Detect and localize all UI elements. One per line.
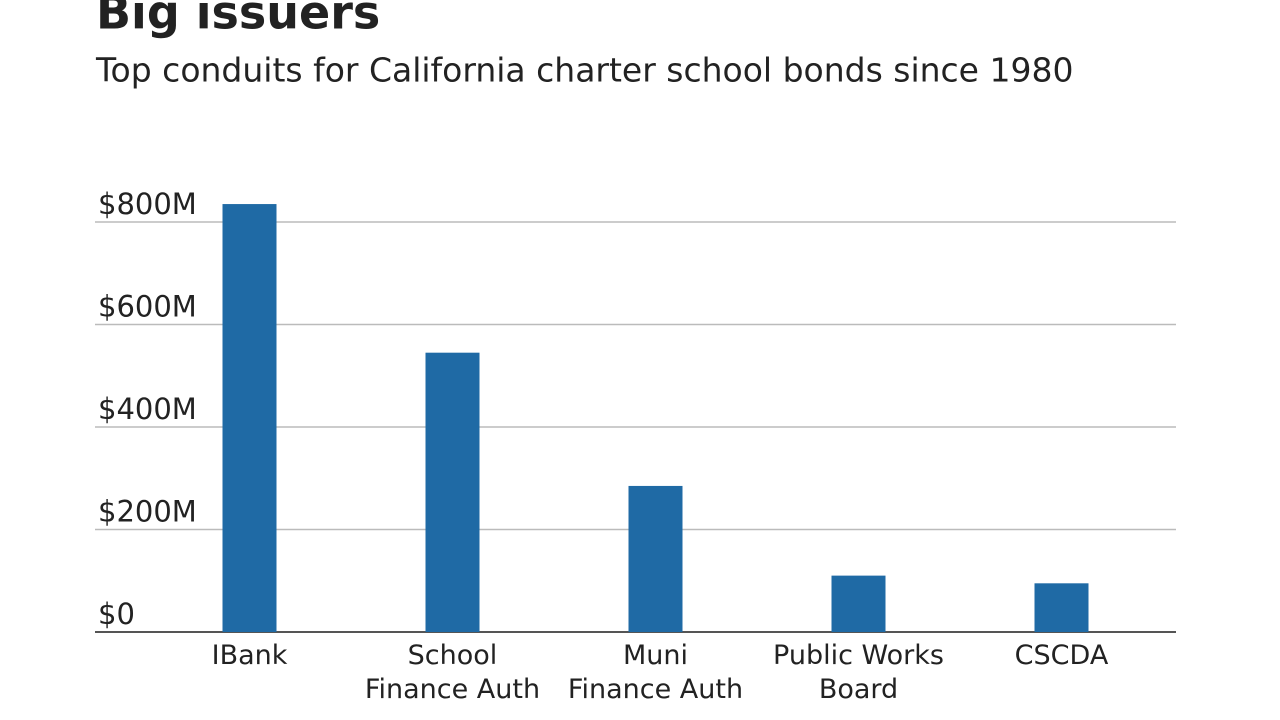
y-tick-label: $200M [98, 495, 197, 529]
x-tick-label: School [408, 640, 498, 671]
x-tick-label: Muni [623, 640, 688, 671]
chart-title: Big issuers [96, 0, 380, 40]
x-tick-label: CSCDA [1015, 640, 1109, 671]
bar [1034, 583, 1089, 632]
bar [831, 575, 886, 632]
x-tick-label: Board [819, 674, 898, 705]
y-tick-label: $400M [98, 392, 197, 426]
x-tick-label: Finance Auth [568, 674, 743, 705]
y-tick-label: $800M [98, 187, 197, 221]
bar [425, 352, 480, 632]
y-tick-label: $0 [98, 597, 135, 631]
chart-subtitle: Top conduits for California charter scho… [95, 51, 1073, 90]
x-tick-label: IBank [212, 640, 288, 671]
bar [628, 485, 683, 632]
x-tick-label: Finance Auth [365, 674, 540, 705]
y-tick-label: $600M [98, 290, 197, 324]
x-tick-label: Public Works [773, 640, 944, 671]
bar [222, 204, 277, 632]
